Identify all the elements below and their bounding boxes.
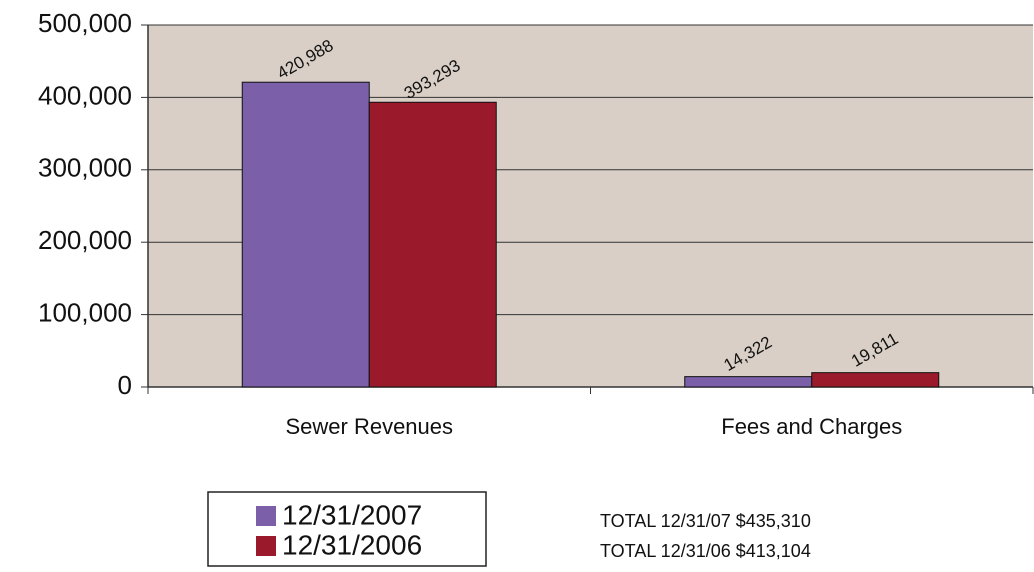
y-tick-label: 300,000	[38, 153, 132, 183]
annotation: TOTAL 12/31/06 $413,104	[600, 541, 811, 561]
bar	[241, 81, 370, 388]
legend-label: 12/31/2006	[282, 529, 422, 560]
y-tick-label: 400,000	[38, 80, 132, 110]
legend-swatch	[256, 536, 276, 556]
legend-box	[207, 491, 487, 567]
bar	[368, 101, 497, 388]
y-tick-label: 500,000	[38, 8, 132, 38]
x-tick-label: Fees and Charges	[721, 414, 902, 439]
y-tick-label: 100,000	[38, 297, 132, 327]
y-tick-label: 200,000	[38, 225, 132, 255]
legend-swatch	[256, 506, 276, 526]
bar	[811, 372, 940, 388]
x-tick-label: Sewer Revenues	[285, 414, 453, 439]
legend-label: 12/31/2007	[282, 499, 422, 530]
y-tick-label: 0	[118, 370, 132, 400]
bar	[684, 376, 813, 388]
annotation: TOTAL 12/31/07 $435,310	[600, 511, 811, 531]
